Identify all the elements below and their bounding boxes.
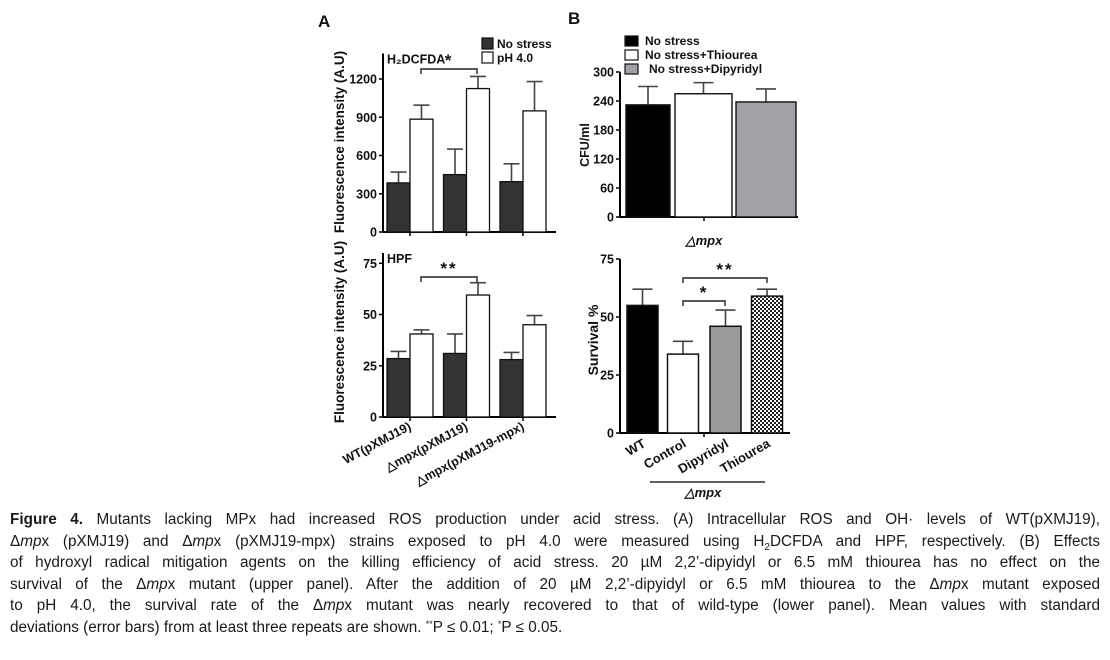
a-bottom-significance-bracket	[420, 276, 478, 282]
a-bottom-y-axis-label: Fluorescence intensity (A.U)	[332, 241, 347, 423]
caption-text: x mutant was nearly recovered to that of…	[344, 597, 1100, 615]
b-top-y-axis-label: CFU/ml	[578, 123, 592, 167]
a-bottom-bar-ph-4-0	[522, 324, 547, 418]
a-bottom-bar-ph-4-0	[409, 333, 434, 418]
a-top-bar-no-stress	[442, 173, 468, 233]
caption-line: Figure 4. Mutants lacking MPx had increa…	[10, 509, 1100, 531]
a-bottom-x-tick-label: △mpx(pXMJ19-mpx)	[412, 419, 526, 489]
a-top-y-tick-label: 900	[356, 111, 377, 125]
a-bottom-bar-no-stress	[499, 358, 524, 418]
b-top-legend-swatch	[624, 63, 639, 75]
a-top-y-tick-label: 1200	[349, 73, 377, 87]
caption-text: Mutants lacking MPx had increased ROS pr…	[83, 511, 1100, 528]
b-bottom-x-tick-label: WT	[623, 436, 648, 459]
a-top-bar-no-stress	[386, 182, 411, 233]
b-bottom-bar-thiourea	[750, 295, 784, 434]
caption-text: x (pXMJ19) and Δ	[41, 532, 193, 550]
a-bottom-y-tick-label: 25	[363, 359, 377, 373]
a-top-legend-label: No stress	[497, 37, 552, 51]
b-top-y-tick-label: 120	[593, 153, 614, 167]
a-bottom-bar-no-stress	[386, 357, 411, 418]
a-bottom-significance-label: **	[440, 259, 457, 278]
b-bottom-group-label: △mpx	[684, 485, 722, 500]
a-top-y-axis-label: Fluorescence intensity (A.U)	[332, 51, 347, 233]
a-top-y-tick-label: 600	[356, 149, 377, 163]
caption-text: 2	[764, 541, 770, 553]
panel-label-a: A	[318, 12, 330, 31]
a-bottom-y-tick-label: 75	[363, 257, 377, 271]
a-bottom-bar-no-stress	[442, 352, 468, 418]
caption-text: *	[497, 618, 502, 629]
b-top-y-tick-label: 240	[593, 95, 614, 109]
b-top-bar	[625, 104, 671, 218]
caption-line: deviations (error bars) from at least th…	[10, 617, 1100, 639]
a-top-significance-bracket	[420, 68, 478, 74]
a-bottom-y-tick-label: 0	[370, 411, 377, 425]
b-bottom-bar-dipyridyl	[709, 325, 742, 434]
b-top-legend-label: No stress+Thiourea	[645, 48, 758, 62]
a-bottom-chart-title: HPF	[387, 252, 412, 266]
b-top-y-tick-label: 60	[600, 182, 614, 196]
a-top-y-tick-label: 0	[370, 226, 377, 240]
a-top-chart-title: H₂DCFDA	[387, 53, 445, 67]
a-top-bar-no-stress	[499, 180, 524, 233]
caption-text: DCFDA and HPF, respectively. (B) Effects	[769, 532, 1100, 550]
caption-line: of hydroxyl radical mitigation agents on…	[10, 552, 1100, 574]
b-top-y-tick-label: 180	[593, 124, 614, 138]
b-bottom-y-tick-label: 50	[600, 311, 614, 325]
caption-line: Δmpx (pXMJ19) and Δmpx (pXMJ19-mpx) stra…	[10, 531, 1100, 553]
b-bottom-bar-wt	[626, 304, 659, 434]
b-bottom-significance-bracket	[682, 300, 726, 306]
a-top-legend-swatch	[481, 37, 494, 50]
a-bottom-bar-ph-4-0	[465, 294, 491, 418]
caption-text: P ≤ 0.05.	[501, 618, 563, 636]
caption-text: P ≤ 0.01;	[432, 618, 498, 636]
b-bottom-y-tick-label: 0	[607, 427, 614, 441]
caption-text: mp	[146, 575, 168, 593]
caption-text: x (pXMJ19-mpx) strains exposed to pH 4.0…	[213, 532, 765, 550]
b-top-legend-label: No stress	[645, 34, 700, 48]
caption-text: survival of the Δ	[10, 575, 147, 593]
caption-text: of hydroxyl radical mitigation agents on…	[10, 554, 1100, 572]
caption-text: x mutant exposed	[960, 575, 1100, 593]
a-top-bar-ph-4-0	[409, 118, 434, 233]
b-bottom-y-tick-label: 25	[600, 369, 614, 383]
a-top-legend-label: pH 4.0	[497, 51, 533, 65]
b-top-legend-swatch	[624, 35, 639, 47]
a-top-y-tick-label: 300	[356, 187, 377, 201]
b-bottom-significance-bracket	[682, 277, 768, 283]
b-top-y-tick-label: 300	[593, 66, 614, 80]
b-top-x-axis-label: △mpx	[685, 233, 723, 248]
caption-text: mp	[192, 532, 214, 550]
caption-figure-number: Figure 4.	[10, 511, 84, 528]
caption-text: x mutant (upper panel). After the additi…	[167, 575, 940, 593]
b-bottom-significance-label: *	[700, 283, 709, 302]
a-top-legend-swatch	[481, 51, 494, 64]
a-bottom-y-tick-label: 50	[363, 308, 377, 322]
caption-line: to pH 4.0, the survival rate of the Δmpx…	[10, 595, 1100, 617]
caption-text: **	[425, 618, 433, 629]
a-top-significance-label: *	[445, 51, 454, 70]
caption-text: mp	[20, 532, 42, 550]
caption-text: Δ	[10, 532, 21, 550]
b-bottom-y-tick-label: 75	[600, 253, 614, 267]
a-top-bar-ph-4-0	[465, 87, 491, 233]
caption-text: to pH 4.0, the survival rate of the Δ	[10, 597, 324, 615]
b-bottom-significance-label: **	[716, 260, 733, 279]
b-bottom-y-axis-label: Survival %	[585, 304, 601, 375]
b-bottom-bar-control	[666, 353, 700, 434]
b-top-bar	[674, 93, 733, 218]
b-top-bar	[735, 101, 797, 218]
caption-text: mp	[323, 597, 345, 615]
caption-text: mp	[939, 575, 961, 593]
caption-text: deviations (error bars) from at least th…	[10, 618, 426, 636]
b-top-y-tick-label: 0	[607, 211, 614, 225]
a-top-bar-ph-4-0	[522, 110, 547, 233]
panel-label-b: B	[568, 9, 580, 28]
b-top-legend-label: No stress+Dipyridyl	[649, 62, 762, 76]
figure-caption: Figure 4. Mutants lacking MPx had increa…	[10, 509, 1100, 639]
b-top-legend-swatch	[624, 49, 639, 61]
caption-line: survival of the Δmpx mutant (upper panel…	[10, 574, 1100, 596]
